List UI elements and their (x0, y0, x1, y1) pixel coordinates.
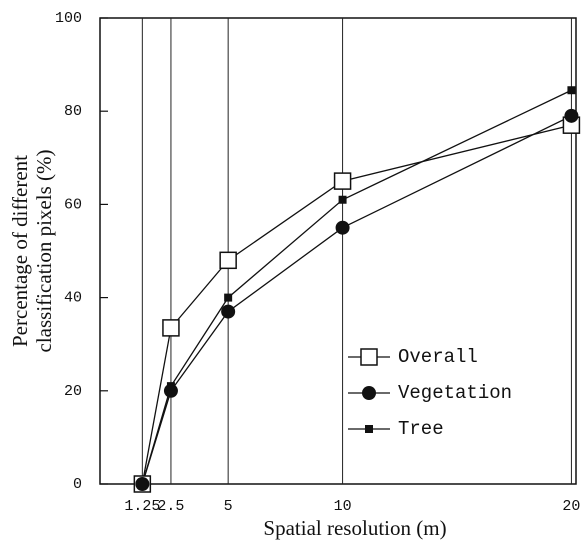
x-tick-label: 1.25 (124, 498, 160, 515)
data-point (335, 220, 350, 235)
y-tick-label: 40 (64, 290, 82, 307)
y-tick-label: 60 (64, 196, 82, 213)
data-point (162, 319, 180, 337)
y-axis-label: classification pixels (%) (32, 150, 56, 353)
data-point (224, 293, 233, 302)
x-tick-label: 20 (562, 498, 580, 515)
data-point (166, 382, 175, 391)
data-point (338, 195, 347, 204)
data-point (567, 86, 576, 95)
y-tick-label: 100 (55, 10, 82, 27)
y-tick-label: 20 (64, 383, 82, 400)
legend-label: Overall (398, 346, 478, 368)
legend-marker (362, 386, 376, 400)
x-tick-label: 10 (334, 498, 352, 515)
data-point (219, 251, 237, 270)
data-point (138, 480, 147, 488)
y-tick-label: 80 (64, 103, 82, 120)
plot-frame (99, 17, 577, 485)
series-line (141, 89, 572, 485)
data-point (221, 304, 236, 319)
x-tick-label: 5 (224, 498, 233, 515)
x-tick-label: 2.5 (157, 498, 184, 515)
y-tick-label: 0 (73, 476, 82, 493)
y-axis-label: Percentage of different (8, 155, 32, 347)
data-point (564, 108, 579, 123)
series-line (141, 124, 572, 485)
data-point (333, 172, 352, 190)
legend-marker (360, 348, 378, 366)
legend-label: Tree (398, 418, 444, 440)
legend-marker (365, 425, 373, 433)
legend-label: Vegetation (398, 382, 512, 404)
x-axis-label: Spatial resolution (m) (263, 516, 446, 540)
